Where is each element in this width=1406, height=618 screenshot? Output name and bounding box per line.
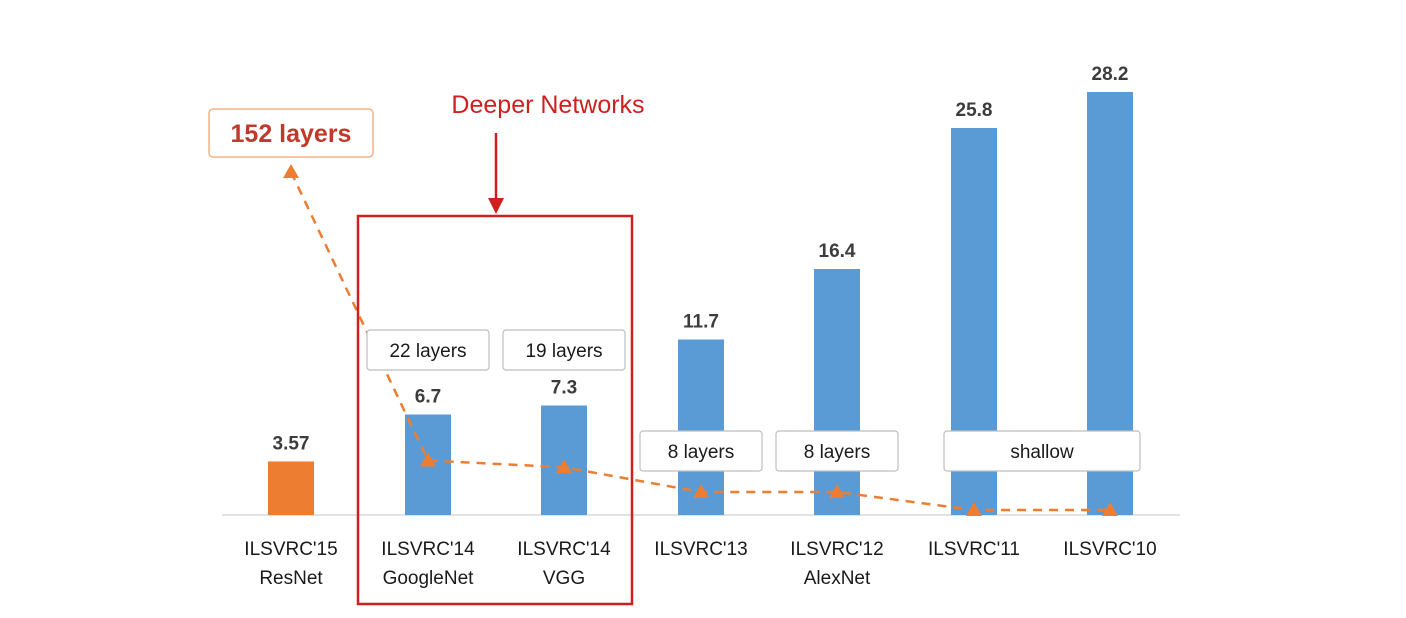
category-label: ILSVRC'10 [1063,539,1156,560]
layers-callout-label: 22 layers [389,341,466,362]
layers-callout-box [639,430,763,472]
layers-point-marker [1102,502,1118,516]
layers-point-marker [693,484,709,498]
bar [814,269,860,515]
deeper-networks-highlight-box [356,214,634,606]
category-label: ResNet [259,568,323,589]
layers-point-marker [556,459,572,474]
layers-callout-box [502,329,626,371]
layers-callout-box [366,329,490,371]
category-label: ILSVRC'12 [790,539,883,560]
bar [268,461,314,515]
bar-value-label: 16.4 [819,241,856,262]
layers-callout-box [775,430,899,472]
category-label: ILSVRC'14 [517,539,611,560]
layers-callout-label: 8 layers [804,442,871,463]
category-label: VGG [543,568,585,589]
category-label: AlexNet [804,568,871,589]
resnet-layers-callout-label: 152 layers [231,120,352,148]
layers-callout-label: 8 layers [668,442,735,463]
layers-callout-label: shallow [1010,442,1074,463]
layers-point-marker [966,502,982,516]
resnet-layers-callout-box [208,108,374,158]
bar-value-label: 6.7 [415,387,441,408]
category-label: ILSVRC'11 [928,539,1020,560]
bar-value-label: 3.57 [273,433,310,454]
layers-point-marker [420,452,436,467]
layers-point-marker [283,164,299,178]
layers-callout-label: 19 layers [525,341,602,362]
category-label: ILSVRC'14 [381,539,475,560]
bar-value-label: 25.8 [956,100,993,121]
category-label: GoogleNet [383,568,475,589]
bar-value-label: 28.2 [1092,64,1129,85]
category-label: ILSVRC'15 [244,539,337,560]
deeper-networks-title: Deeper Networks [451,91,644,119]
bar-value-label: 7.3 [551,378,577,399]
deeper-networks-arrowhead [488,198,504,214]
layers-callout-box [943,430,1141,472]
bar-value-label: 11.7 [683,312,719,333]
layers-point-marker [829,484,845,498]
category-label: ILSVRC'13 [654,539,747,560]
